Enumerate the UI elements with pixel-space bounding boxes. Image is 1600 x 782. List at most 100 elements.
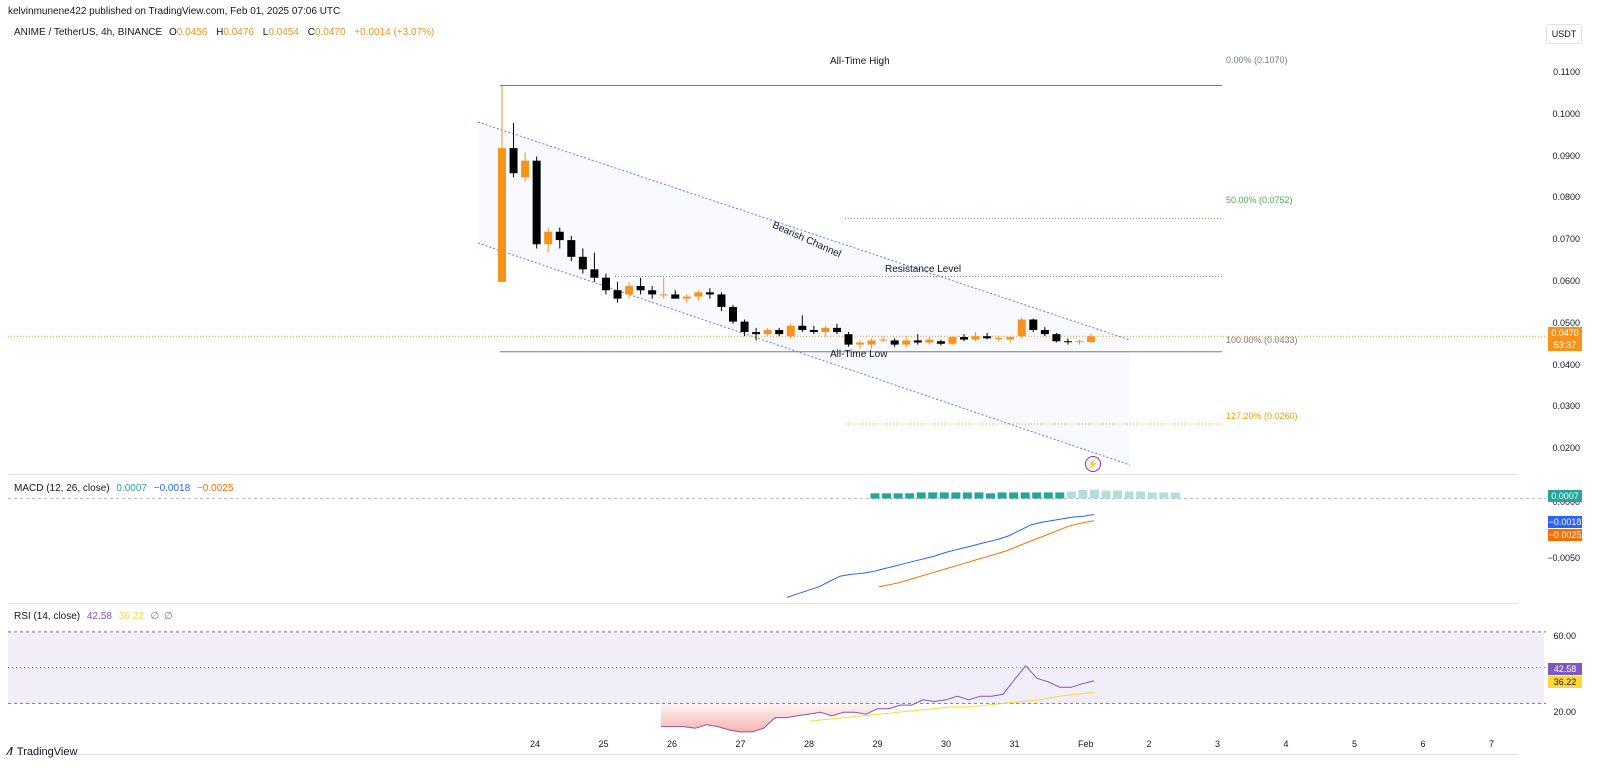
candle-body <box>729 306 737 322</box>
time-axis-tick: 28 <box>804 739 815 749</box>
fib-50-label: 50.00% (0.0752) <box>1226 195 1293 205</box>
macd-histogram-bar <box>1147 492 1157 499</box>
current-price-tag: 0.0470 <box>1548 327 1582 339</box>
fib-0-label: 0.00% (0.1070) <box>1226 55 1288 65</box>
rsi-na-value-2: ∅ <box>164 611 173 622</box>
candle-body <box>590 269 599 278</box>
price-axis-tick: 0.0600 <box>1552 275 1580 286</box>
pane-separator[interactable] <box>8 603 1518 604</box>
symbol-legend: ANIME / TetherUS, 4h, BINANCE O0.0456 H0… <box>14 27 438 38</box>
time-axis-tick: 3 <box>1215 739 1221 749</box>
candle-body <box>532 160 541 245</box>
time-axis-tick: 4 <box>1283 739 1289 749</box>
macd-histogram-bar <box>962 492 972 499</box>
currency-unit-button[interactable]: USDT <box>1546 24 1582 44</box>
macd-histogram-bar <box>1170 492 1180 499</box>
time-axis-tick: 26 <box>667 739 678 749</box>
macd-histogram-bar <box>1089 489 1099 499</box>
price-axis-tick: 0.0500 <box>1552 317 1580 328</box>
candle-body <box>544 231 553 245</box>
macd-histogram-bar <box>974 492 984 499</box>
macd-histogram-bar <box>1066 491 1076 499</box>
candle-body <box>521 160 530 178</box>
candle-body <box>844 334 853 345</box>
pane-separator[interactable] <box>8 474 1518 475</box>
lightning-icon[interactable]: ⚡ <box>1085 456 1101 472</box>
macd-axis-neg: −0.0050 <box>1547 553 1580 563</box>
rsi-title: RSI (14, close) <box>14 611 81 622</box>
close-label: C <box>307 27 315 38</box>
candle-body <box>1006 337 1015 340</box>
candle-body <box>936 341 945 344</box>
published-header: kelvinmunene422 published on TradingView… <box>8 6 341 17</box>
close-value: 0.0470 <box>314 27 346 38</box>
pane-separator <box>8 754 1518 755</box>
macd-signal-value: −0.0025 <box>196 483 234 494</box>
candle-body <box>775 329 784 335</box>
macd-histogram-bar <box>1136 491 1146 499</box>
macd-histogram-bar <box>1159 492 1169 499</box>
macd-pane <box>8 489 1546 598</box>
macd-histogram-bar <box>1009 492 1019 499</box>
candle-body <box>1075 341 1084 343</box>
time-axis-tick: 25 <box>598 739 609 749</box>
symbol-name[interactable]: ANIME / TetherUS, 4h, BINANCE <box>14 27 163 38</box>
low-label: L <box>262 27 269 38</box>
candle-body <box>1029 319 1038 330</box>
time-axis-tick: 27 <box>735 739 746 749</box>
open-value: 0.0456 <box>176 27 208 38</box>
candle-body <box>948 337 957 344</box>
rsi-legend[interactable]: RSI (14, close) 42.58 36.22 ∅ ∅ <box>14 611 173 622</box>
macd-histogram-bar <box>1055 492 1065 499</box>
price-axis-tick: 0.0900 <box>1552 150 1580 161</box>
candle-body <box>798 325 807 330</box>
resistance-level-label: Resistance Level <box>885 264 962 275</box>
candle-body <box>1040 329 1049 335</box>
rsi-line <box>661 665 1095 733</box>
candle-body <box>705 292 714 295</box>
candle-body <box>856 342 865 345</box>
macd-histogram-bar <box>997 492 1007 499</box>
candle-body <box>1052 334 1061 342</box>
candle-body <box>879 339 888 341</box>
macd-histogram-bar <box>905 493 915 499</box>
macd-line-value: −0.0018 <box>153 483 191 494</box>
candle-body <box>694 292 703 297</box>
candle-body <box>763 329 772 335</box>
price-axis-tick: 0.0700 <box>1552 234 1580 245</box>
candle-body <box>682 296 691 299</box>
tradingview-brand[interactable]: ⁄/ TradingView <box>8 746 77 758</box>
fib-127-label: 127.20% (0.0260) <box>1226 411 1298 421</box>
candle-body <box>578 256 587 270</box>
macd-histogram-bar <box>928 492 938 499</box>
low-value: 0.0454 <box>268 27 299 38</box>
macd-title: MACD (12, 26, close) <box>14 483 110 494</box>
macd-histogram-bar <box>882 493 892 499</box>
rsi-axis-60: 60.00 <box>1553 631 1576 641</box>
rsi-axis-20: 20.00 <box>1553 707 1576 717</box>
price-axis-tick: 0.0200 <box>1552 443 1580 454</box>
signal-line <box>878 520 1095 588</box>
macd-legend[interactable]: MACD (12, 26, close) 0.0007 −0.0018 −0.0… <box>14 483 233 494</box>
macd-hist-tag: 0.0007 <box>1548 490 1582 502</box>
candle-body <box>809 329 818 333</box>
candle-body <box>636 286 645 291</box>
candle-body <box>913 340 922 343</box>
bearish-channel-upper <box>477 121 1131 341</box>
time-axis-tick: 6 <box>1420 739 1426 749</box>
price-axis-tick: 0.0800 <box>1552 192 1580 203</box>
macd-signal-tag: −0.0025 <box>1548 529 1582 541</box>
time-axis-tick: Feb <box>1078 739 1094 749</box>
rsi-pane <box>8 631 1546 733</box>
time-axis-tick: 31 <box>1009 739 1020 749</box>
change-value: +0.0014 (+3.07%) <box>354 27 435 38</box>
macd-hist-value: 0.0007 <box>116 483 147 494</box>
macd-axis-zero: 0.0000 <box>1552 497 1580 507</box>
price-axis-tick: 0.1000 <box>1552 108 1580 119</box>
macd-histogram-bar <box>1101 490 1111 499</box>
candle-body <box>994 337 1003 339</box>
candle-body <box>902 340 911 345</box>
candle-body <box>971 336 980 340</box>
bearish-channel-fill <box>478 122 1130 465</box>
